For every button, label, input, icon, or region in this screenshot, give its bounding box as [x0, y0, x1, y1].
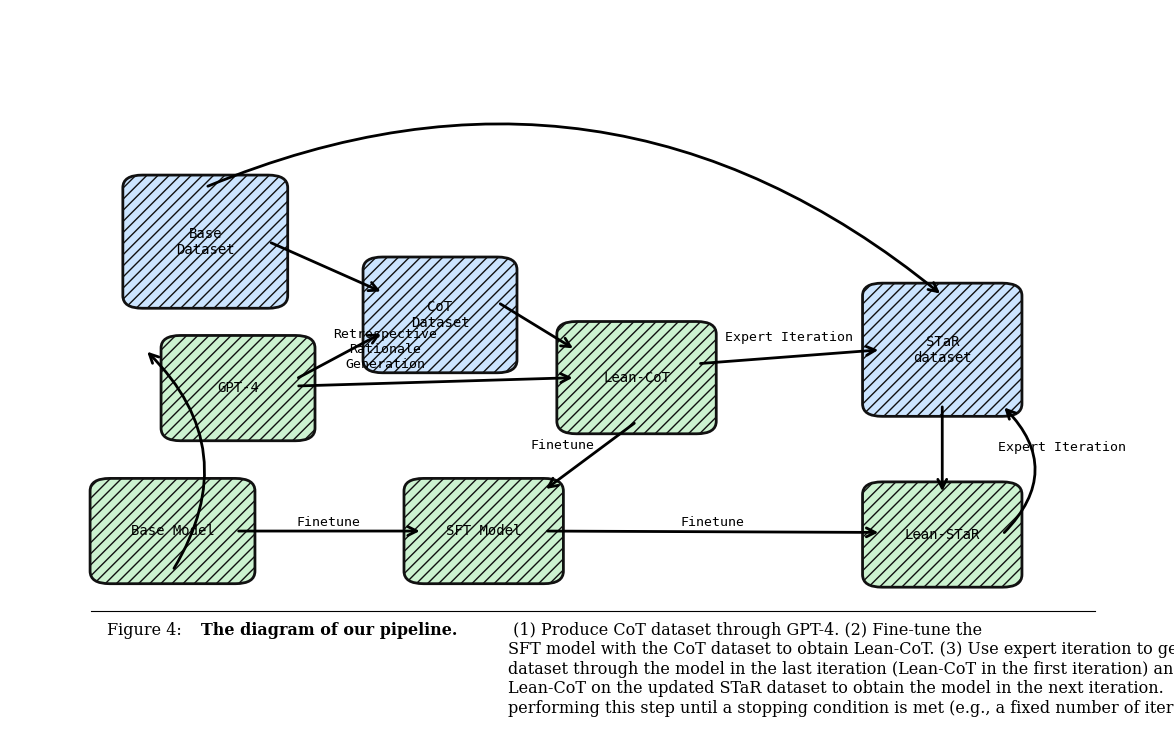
- Text: SFT Model: SFT Model: [446, 524, 521, 538]
- Text: Expert Iteration: Expert Iteration: [998, 441, 1126, 454]
- Text: Base Model: Base Model: [130, 524, 215, 538]
- FancyBboxPatch shape: [123, 175, 288, 308]
- FancyBboxPatch shape: [161, 335, 315, 440]
- Text: Figure 4:: Figure 4:: [107, 622, 185, 639]
- Text: Finetune: Finetune: [531, 439, 594, 452]
- Text: Lean-STaR: Lean-STaR: [904, 528, 980, 542]
- FancyBboxPatch shape: [556, 321, 716, 434]
- FancyBboxPatch shape: [90, 479, 255, 584]
- Text: Finetune: Finetune: [681, 516, 745, 529]
- Text: GPT-4: GPT-4: [217, 381, 259, 395]
- Text: STaR
dataset: STaR dataset: [913, 335, 972, 365]
- Text: Expert Iteration: Expert Iteration: [726, 331, 853, 344]
- Text: Retrospective
Rationale
Generation: Retrospective Rationale Generation: [333, 328, 438, 371]
- Text: Finetune: Finetune: [297, 516, 360, 529]
- Text: Base
Dataset: Base Dataset: [176, 227, 235, 257]
- FancyBboxPatch shape: [863, 283, 1021, 416]
- Text: CoT
Dataset: CoT Dataset: [411, 299, 470, 330]
- FancyBboxPatch shape: [404, 479, 564, 584]
- FancyBboxPatch shape: [863, 482, 1021, 587]
- Text: (1) Produce CoT dataset through GPT-4. (2) Fine-tune the
SFT model with the CoT : (1) Produce CoT dataset through GPT-4. (…: [508, 622, 1174, 717]
- Text: Lean-CoT: Lean-CoT: [603, 371, 670, 385]
- Text: The diagram of our pipeline.: The diagram of our pipeline.: [201, 622, 457, 639]
- FancyBboxPatch shape: [363, 257, 517, 373]
